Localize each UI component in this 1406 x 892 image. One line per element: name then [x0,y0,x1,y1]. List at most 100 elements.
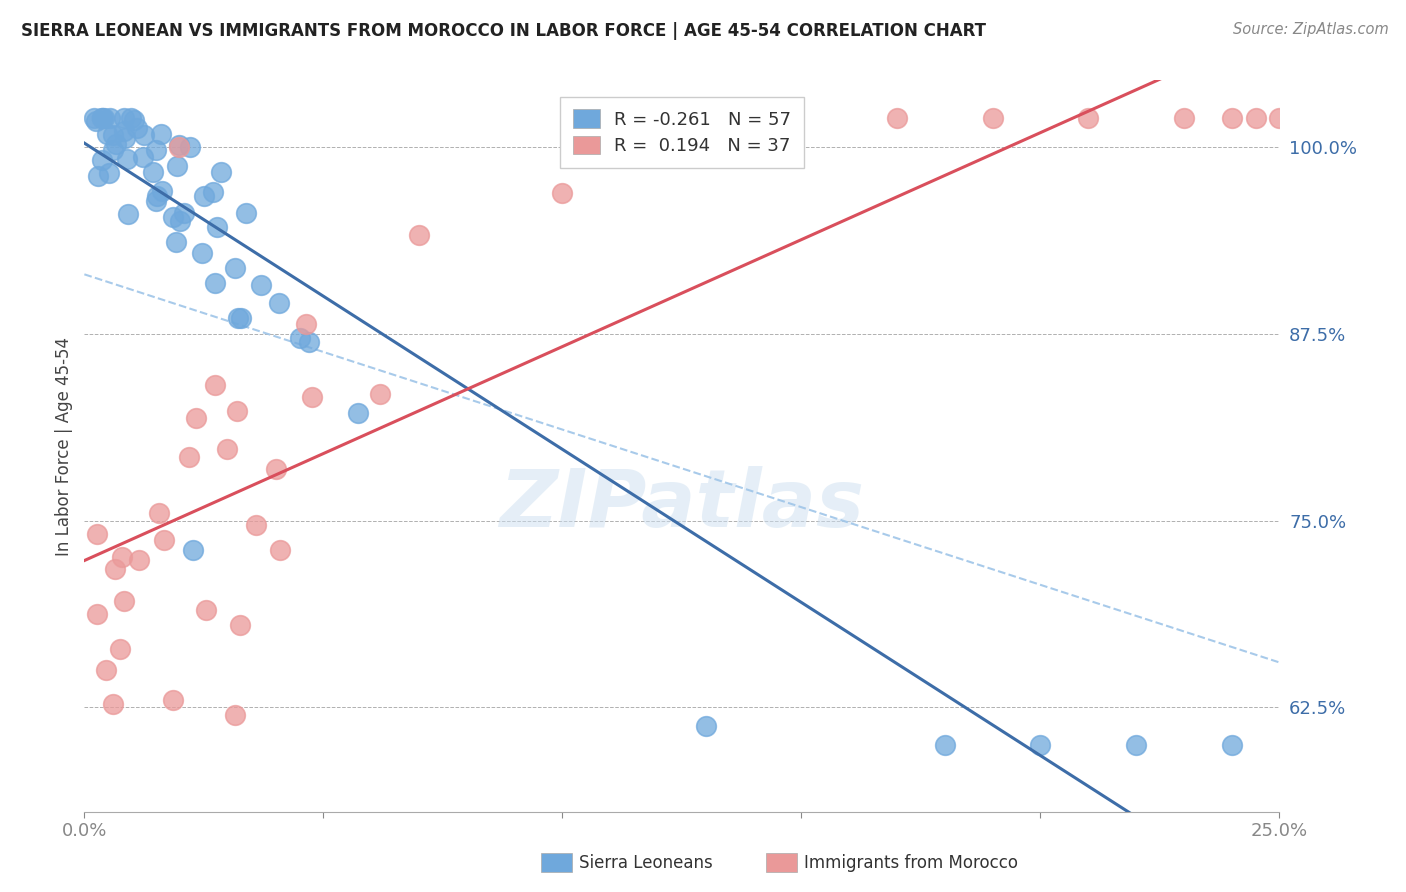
Point [1220,738,1243,752]
Point [152,533,174,547]
Point [150,184,173,198]
Text: ZIPatlas: ZIPatlas [499,466,865,543]
Point [167,137,190,152]
Y-axis label: In Labor Force | Age 45-54: In Labor Force | Age 45-54 [55,336,73,556]
Text: Sierra Leoneans: Sierra Leoneans [579,854,713,871]
Point [86,527,108,541]
Point [204,377,226,392]
Point [162,692,184,706]
Point [91,111,114,125]
Point [111,550,134,565]
Point [145,144,167,158]
Text: Source: ZipAtlas.com: Source: ZipAtlas.com [1233,22,1389,37]
Point [346,406,368,420]
Point [250,277,273,292]
Point [117,207,139,221]
Point [101,128,124,142]
Point [90,153,112,167]
Point [101,143,124,157]
Point [132,128,155,142]
Point [87,169,110,183]
Point [193,188,215,202]
Text: SIERRA LEONEAN VS IMMIGRANTS FROM MOROCCO IN LABOR FORCE | AGE 45-54 CORRELATION: SIERRA LEONEAN VS IMMIGRANTS FROM MOROCC… [21,22,986,40]
Point [269,296,291,310]
Point [91,111,114,125]
Point [245,517,267,532]
Point [112,123,135,137]
Point [128,553,150,567]
Point [269,543,291,558]
Legend: R = -0.261   N = 57, R =  0.194   N = 37: R = -0.261 N = 57, R = 0.194 N = 37 [560,96,804,168]
Point [195,603,218,617]
Point [98,111,121,125]
Point [179,450,201,465]
Point [224,261,246,276]
Point [83,111,105,125]
Point [695,719,717,733]
Point [551,186,574,200]
Text: Immigrants from Morocco: Immigrants from Morocco [804,854,1018,871]
Point [148,506,170,520]
Point [84,113,107,128]
Point [298,334,321,349]
Point [183,543,205,558]
Point [224,707,246,722]
Point [225,404,247,418]
Point [204,276,226,290]
Point [166,159,188,173]
Point [93,111,115,125]
Point [104,136,127,151]
Point [186,411,208,425]
Point [162,210,184,224]
Point [94,663,117,677]
Point [934,738,956,752]
Point [150,127,173,141]
Point [226,310,249,325]
Point [408,227,430,242]
Point [191,245,214,260]
Point [264,461,287,475]
Point [98,166,121,180]
Point [368,387,391,401]
Point [125,121,148,136]
Point [1220,111,1243,125]
Point [169,214,191,228]
Point [295,318,318,332]
Point [288,331,311,345]
Point [231,311,253,326]
Point [112,594,135,608]
Point [1268,111,1291,125]
Point [1244,111,1267,125]
Point [145,194,167,208]
Point [114,130,136,145]
Point [215,442,238,457]
Point [742,111,765,125]
Point [886,111,908,125]
Point [122,113,145,128]
Point [120,111,142,125]
Point [1125,738,1147,752]
Point [167,140,190,154]
Point [1077,111,1099,125]
Point [146,189,169,203]
Point [179,140,201,154]
Point [301,390,323,404]
Point [201,186,224,200]
Point [165,235,187,250]
Point [209,164,232,178]
Point [173,205,195,219]
Point [101,697,124,711]
Point [86,607,108,622]
Point [981,111,1004,125]
Point [96,127,118,141]
Point [235,206,257,220]
Point [1173,111,1195,125]
Point [115,152,138,166]
Point [108,642,131,657]
Point [142,164,165,178]
Point [1029,738,1052,752]
Point [205,220,228,235]
Point [103,562,125,576]
Point [112,111,135,125]
Point [132,150,155,164]
